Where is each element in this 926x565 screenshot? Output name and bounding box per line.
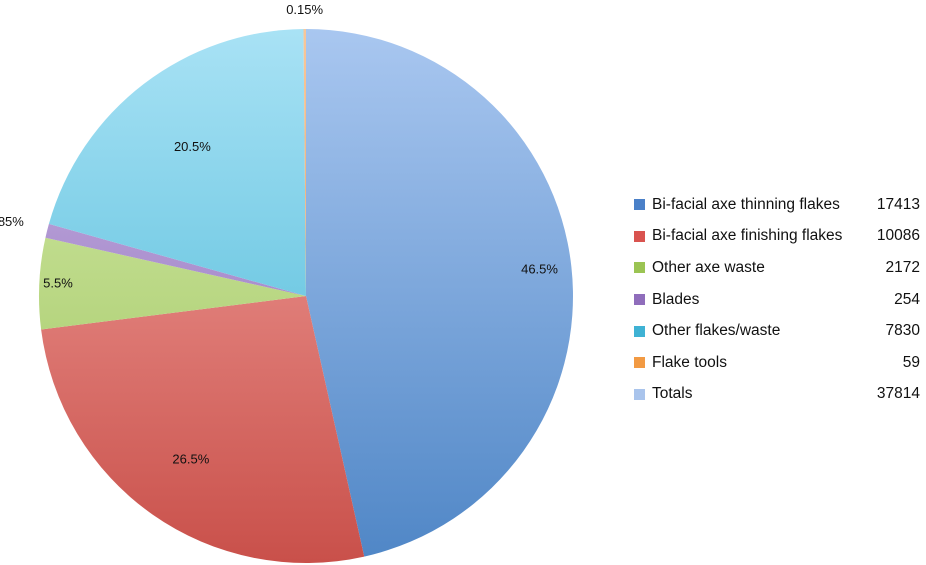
pie-slice-other-flakes-waste [48,29,307,296]
legend-value: 17413 [876,195,920,213]
legend-item: Blades 254 [634,284,924,316]
legend-label: Bi-facial axe thinning flakes [652,195,840,213]
legend-item: Bi-facial axe finishing flakes 10086 [634,221,924,253]
slice-percent-label: 0.85% [0,214,24,229]
pie-slice-bi-facial-axe-finishing-flakes [41,296,365,563]
legend-swatch [634,388,645,400]
legend-value: 10086 [876,227,920,245]
pie-slice-blades [45,223,306,296]
legend-label: Totals [652,385,693,403]
legend-item: Flake tools 59 [634,347,924,379]
legend-value: 2172 [885,258,920,276]
slice-percent-label: 5.5% [43,276,73,291]
legend-item: Bi-facial axe thinning flakes 17413 [634,189,924,221]
legend-value: 7830 [885,322,920,340]
legend-value: 254 [894,290,920,308]
pie-slice-totals [306,29,574,557]
slice-percent-label: 20.5% [174,139,211,154]
legend-label: Blades [652,290,700,308]
pie-slice-flake-tools [303,29,306,296]
legend-label: Bi-facial axe finishing flakes [652,227,843,245]
legend-label: Other axe waste [652,258,765,276]
legend-label: Flake tools [652,353,727,371]
pie-slice-other-axe-waste [38,237,306,330]
legend-item: Other axe waste 2172 [634,252,924,284]
slice-percent-label: 46.5% [521,262,558,277]
legend-label: Other flakes/waste [652,322,781,340]
legend-swatch [634,262,645,274]
slice-percent-label: 26.5% [172,451,209,466]
chart-legend: Bi-facial axe thinning flakes 17413 Bi-fac… [634,189,924,410]
legend-swatch [634,325,645,337]
legend-item: Other flakes/waste 7830 [634,315,924,347]
legend-value: 59 [902,353,920,371]
slice-percent-label: 0.15% [286,2,323,17]
legend-swatch [634,357,645,369]
legend-swatch [634,294,645,306]
legend-value: 37814 [876,385,920,403]
legend-item: Totals 37814 [634,379,924,411]
legend-swatch [634,199,645,211]
legend-swatch [634,230,645,242]
